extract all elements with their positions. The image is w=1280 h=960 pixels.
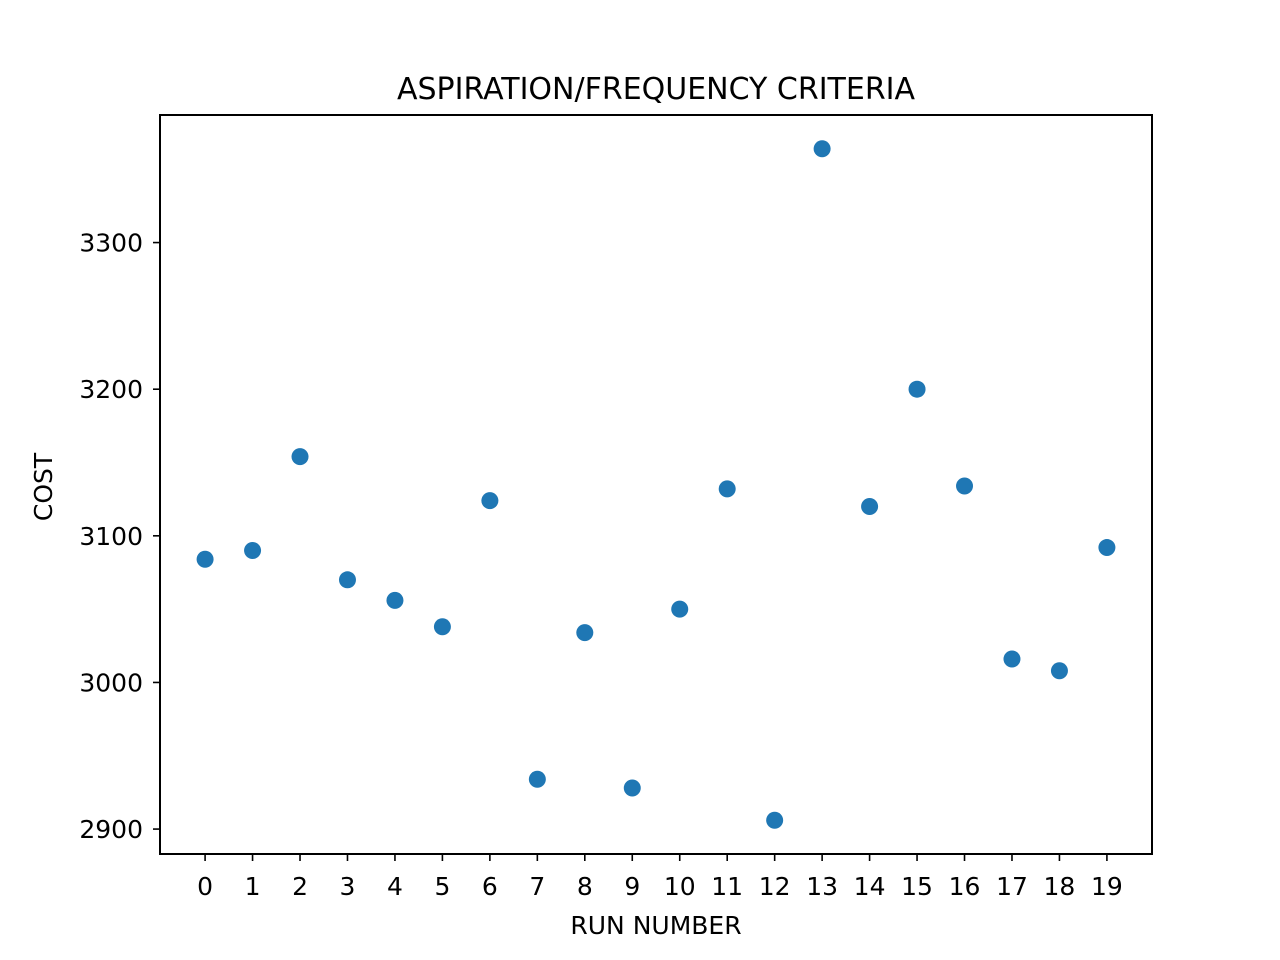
y-axis-label: COST: [29, 452, 58, 521]
x-tick-label: 3: [340, 872, 356, 901]
x-tick-label: 8: [577, 872, 593, 901]
data-point: [671, 600, 689, 618]
x-tick-label: 6: [482, 872, 498, 901]
data-point: [433, 618, 451, 636]
x-tick-label: 7: [529, 872, 545, 901]
data-point: [861, 497, 879, 515]
x-tick-label: 1: [245, 872, 261, 901]
data-point: [576, 624, 594, 642]
x-axis-ticks: 0 1 2 3 4 5 6 7 8 9 10 11 12 13 14 15 16 17 18 19: [197, 854, 1123, 901]
x-tick-label: 19: [1091, 872, 1123, 901]
x-tick-label: 2: [292, 872, 308, 901]
data-point: [1098, 539, 1116, 557]
x-tick-label: 13: [806, 872, 838, 901]
y-tick-label: 3300: [79, 229, 143, 258]
x-tick-label: 9: [624, 872, 640, 901]
y-tick-label: 3000: [79, 668, 143, 697]
data-point: [196, 550, 214, 568]
data-point: [338, 571, 356, 589]
data-point: [528, 770, 546, 788]
data-point: [386, 591, 404, 609]
data-point: [1003, 650, 1021, 668]
x-tick-label: 12: [759, 872, 791, 901]
x-tick-label: 18: [1044, 872, 1076, 901]
x-tick-label: 10: [664, 872, 696, 901]
x-tick-label: 11: [711, 872, 743, 901]
data-point: [244, 541, 262, 559]
plot-frame: [159, 114, 1153, 855]
data-point: [718, 480, 736, 498]
data-point: [291, 448, 309, 466]
x-tick-label: 15: [901, 872, 933, 901]
y-axis-ticks: 2900 3000 3100 3200 3300: [79, 229, 160, 844]
data-point: [813, 140, 831, 158]
chart-title: ASPIRATION/FREQUENCY CRITERIA: [397, 72, 916, 107]
x-tick-label: 0: [197, 872, 213, 901]
y-tick-label: 3200: [79, 375, 143, 404]
x-axis-label: RUN NUMBER: [570, 911, 741, 940]
x-tick-label: 16: [949, 872, 981, 901]
x-tick-label: 14: [854, 872, 886, 901]
x-tick-label: 5: [434, 872, 450, 901]
data-point: [481, 492, 499, 510]
data-point: [956, 477, 974, 495]
y-tick-label: 2900: [79, 815, 143, 844]
x-tick-label: 4: [387, 872, 403, 901]
data-point: [1050, 662, 1068, 680]
data-point: [766, 811, 784, 829]
data-point: [623, 779, 641, 797]
data-point: [908, 380, 926, 398]
y-tick-label: 3100: [79, 522, 143, 551]
data-points: [196, 140, 1116, 829]
x-tick-label: 17: [996, 872, 1028, 901]
